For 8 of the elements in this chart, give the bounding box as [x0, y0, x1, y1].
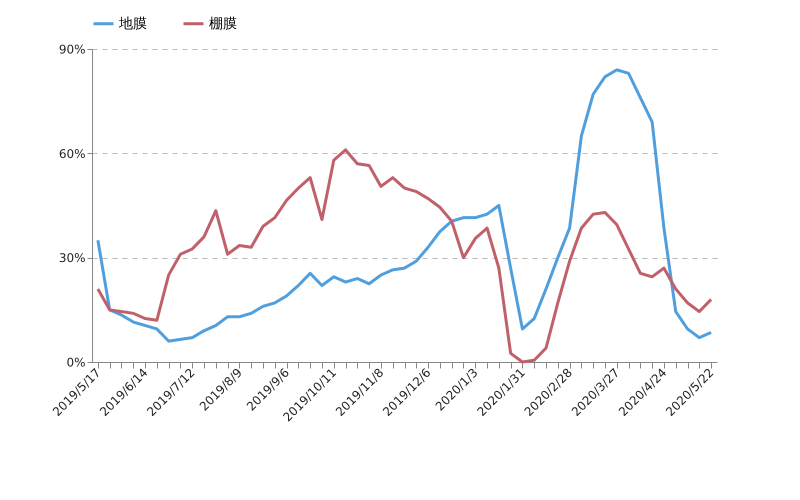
legend-label: 地膜 — [118, 16, 147, 32]
y-tick-label: 30% — [58, 251, 86, 266]
line-series — [96, 68, 713, 343]
line-series — [96, 148, 713, 364]
y-tick-label: 60% — [58, 146, 86, 161]
legend-label: 棚膜 — [209, 16, 237, 32]
y-tick-label: 90% — [58, 42, 86, 56]
y-tick-label: 0% — [66, 356, 86, 370]
